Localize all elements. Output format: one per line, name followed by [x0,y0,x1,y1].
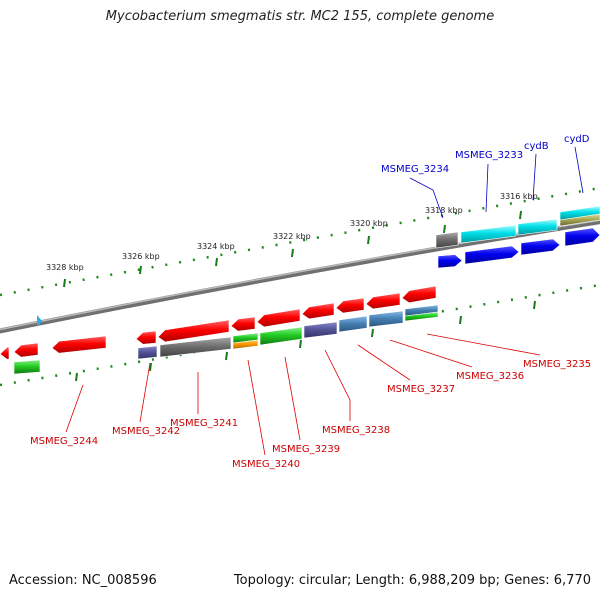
gene-label[interactable]: MSMEG_3238 [322,425,390,436]
gene-arrow [0,346,10,360]
gene-feature [559,205,600,221]
leader-line [357,344,411,381]
gene-label[interactable]: cydD [564,134,590,145]
gene-arrow [564,227,600,247]
major-tick [225,351,228,361]
leader-line [247,359,266,456]
gene-feature [338,315,368,333]
gene-label[interactable]: MSMEG_3237 [387,384,455,395]
gene-label[interactable]: MSMEG_3241 [170,418,238,429]
gene-arrow [520,238,561,256]
gene-feature [517,218,558,236]
gene-arrow [437,254,463,269]
leader-line [324,349,351,421]
gene-label[interactable]: MSMEG_3239 [272,444,340,455]
gene-features [0,205,600,375]
inner-tick-track [0,283,600,387]
tick-labels: 3328 kbp 3326 kbp 3324 kbp 3322 kbp 3320 kbp… [46,192,538,272]
tick-label: 3326 kbp [122,252,160,261]
map-title: Mycobacterium smegmatis str. MC2 155, co… [105,9,495,24]
label-leaders [65,146,584,456]
major-tick [139,265,142,275]
leader-line [532,153,537,201]
gene-feature [303,321,338,339]
major-tick [371,328,374,338]
gene-arrow [256,308,301,328]
leader-line [574,146,584,194]
gene-arrow [335,297,365,314]
gene-feature [159,336,232,358]
leader-line [389,339,473,368]
major-tick [299,339,302,349]
gene-arrow [301,302,335,320]
gene-label[interactable]: MSMEG_3233 [455,150,523,161]
gene-label[interactable]: MSMEG_3236 [456,371,524,382]
major-tick [459,315,462,325]
gene-arrow [51,335,107,354]
gene-feature [368,310,404,328]
leader-line [284,356,301,441]
gene-label[interactable]: MSMEG_3234 [381,164,449,175]
leader-line [409,177,444,219]
genome-summary-text: Topology: circular; Length: 6,988,209 bp… [233,573,591,588]
gene-label[interactable]: MSMEG_3244 [30,436,98,447]
gene-arrow [135,330,157,345]
tick-label: 3320 kbp [350,219,388,228]
gene-arrow [157,319,230,343]
tick-label: 3316 kbp [500,192,538,201]
major-tick [149,362,152,372]
gene-feature [13,359,41,375]
gene-arrow [13,342,39,358]
major-tick [291,248,294,258]
major-tick [75,372,78,382]
major-tick [443,224,446,234]
major-tick [533,300,536,310]
position-marker-icon [37,315,42,327]
outer-tick-track [0,186,600,297]
major-ticks [63,210,536,382]
leader-line [426,333,541,356]
leader-line [139,362,151,423]
gene-label[interactable]: MSMEG_3240 [232,459,300,470]
tick-label: 3324 kbp [197,242,235,251]
gene-feature [137,345,158,360]
gene-feature [460,224,517,244]
major-tick [215,257,218,267]
major-tick [519,210,522,220]
major-tick [63,278,66,288]
gene-arrow [401,285,437,304]
major-tick [367,235,370,245]
leader-line [485,163,489,213]
gene-label[interactable]: MSMEG_3242 [112,426,180,437]
gene-feature [404,311,439,322]
gene-feature [232,339,259,350]
gene-arrow [365,292,401,310]
tick-label: 3322 kbp [273,232,311,241]
gene-arrow [230,316,256,332]
gene-feature [559,213,600,227]
gene-label[interactable]: MSMEG_3235 [523,359,591,370]
gene-label[interactable]: cydB [524,141,549,152]
gene-arrow [464,245,520,265]
leader-line [65,384,84,433]
accession-text: Accession: NC_008596 [9,573,157,588]
gene-feature [435,231,459,249]
gene-feature [259,326,303,346]
tick-label: 3328 kbp [46,263,84,272]
tick-label: 3318 kbp [425,206,463,215]
